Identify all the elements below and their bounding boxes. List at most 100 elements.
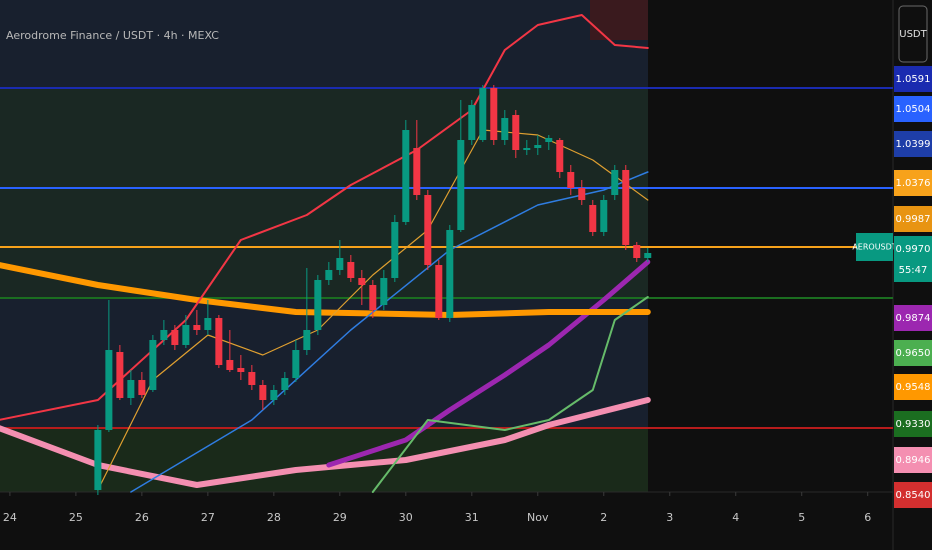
price-tag-label: 0.9970 — [896, 244, 931, 255]
indicator-line — [0, 262, 651, 318]
candle-body — [347, 262, 355, 278]
x-tick-label: 27 — [201, 511, 215, 524]
candle-body — [314, 280, 322, 330]
candle-body — [380, 278, 388, 305]
price-tag-label: 1.0399 — [896, 139, 931, 150]
candle-body — [193, 325, 201, 330]
countdown: 55:47 — [899, 265, 928, 276]
candle-body — [468, 105, 476, 140]
candle-body — [270, 390, 278, 400]
candle-body — [545, 138, 553, 142]
price-tag-label: 1.0504 — [896, 104, 931, 115]
price-tag-label: 0.9650 — [896, 348, 931, 359]
candle-body — [413, 148, 421, 195]
price-tag — [894, 96, 932, 122]
chart-title: Aerodrome Finance / USDT · 4h · MEXC — [6, 29, 219, 42]
candle-body — [325, 270, 333, 280]
x-tick-label: 29 — [333, 511, 347, 524]
quote-button[interactable] — [898, 5, 928, 63]
indicator-line — [97, 129, 649, 491]
candle-body — [435, 265, 443, 318]
candle-body — [336, 258, 344, 270]
x-tick-label: 6 — [864, 511, 871, 524]
candle-body — [633, 245, 641, 258]
price-tag — [894, 374, 932, 400]
price-tag — [894, 305, 932, 331]
symbol-tag-label: AEROUSDT — [852, 243, 896, 252]
candle-body — [237, 368, 245, 372]
price-tag — [894, 482, 932, 508]
candle-body — [578, 188, 586, 200]
candle-body — [116, 352, 124, 398]
x-tick-label: 4 — [732, 511, 739, 524]
candle-body — [523, 148, 531, 150]
candle-body — [226, 360, 234, 370]
price-tag-label: 0.9987 — [896, 214, 931, 225]
candle-body — [215, 318, 223, 365]
candle-body — [534, 145, 542, 148]
x-tick-label: 30 — [399, 511, 413, 524]
candle-body — [182, 325, 190, 345]
price-tag — [894, 340, 932, 366]
x-tick-label: 3 — [666, 511, 673, 524]
x-tick-label: Nov — [527, 511, 549, 524]
x-tick-label: 28 — [267, 511, 281, 524]
candle-body — [160, 330, 168, 340]
price-tag-label: 0.9330 — [896, 419, 931, 430]
zone-shade-top — [590, 0, 648, 40]
candle-body — [94, 430, 102, 490]
candle-body — [501, 118, 509, 140]
price-tag — [894, 411, 932, 437]
price-tag-label: 0.8540 — [896, 490, 931, 501]
candle-body — [369, 285, 377, 310]
indicator-line — [326, 259, 651, 468]
price-tag-label: 0.8946 — [896, 455, 931, 466]
candle-body — [248, 372, 256, 385]
candle-body — [127, 380, 135, 398]
candle-body — [622, 170, 630, 245]
price-tag-label: 1.0591 — [896, 74, 931, 85]
price-tag-label: 1.0376 — [896, 178, 931, 189]
x-tick-label: 24 — [3, 511, 17, 524]
candle-body — [358, 278, 366, 285]
price-tag — [894, 206, 932, 232]
x-tick-label: 26 — [135, 511, 149, 524]
candle-body — [567, 172, 575, 188]
candle-body — [479, 88, 487, 140]
x-tick-label: 25 — [69, 511, 83, 524]
zone-shade — [0, 88, 648, 298]
candle-body — [457, 140, 465, 230]
price-tag-label: 0.9548 — [896, 382, 931, 393]
candle-body — [600, 200, 608, 232]
candle-body — [138, 380, 146, 395]
x-tick-label: 2 — [600, 511, 607, 524]
candle-body — [644, 253, 652, 258]
candle-body — [281, 378, 289, 390]
plot — [0, 14, 893, 495]
candle-body — [611, 170, 619, 195]
candle-body — [512, 115, 520, 150]
x-tick-label: 31 — [465, 511, 479, 524]
candle-body — [402, 130, 410, 222]
candle-body — [171, 330, 179, 345]
candle-body — [204, 318, 212, 330]
candle-body — [259, 385, 267, 400]
candle-body — [424, 195, 432, 265]
candle-body — [292, 350, 300, 378]
price-tag — [894, 66, 932, 92]
price-tag — [894, 170, 932, 196]
quote-button-label[interactable]: USDT — [899, 29, 927, 40]
candle-body — [303, 330, 311, 350]
indicator-line — [0, 397, 651, 488]
candle-body — [149, 340, 157, 390]
zone-shade-low — [0, 428, 648, 492]
price-tag — [894, 447, 932, 473]
price-tag — [894, 131, 932, 157]
candle-body — [391, 222, 399, 278]
indicator-line — [371, 296, 649, 493]
candle-body — [556, 140, 564, 172]
candle-body — [490, 88, 498, 140]
symbol-tag — [856, 233, 893, 261]
x-tick-label: 5 — [798, 511, 805, 524]
